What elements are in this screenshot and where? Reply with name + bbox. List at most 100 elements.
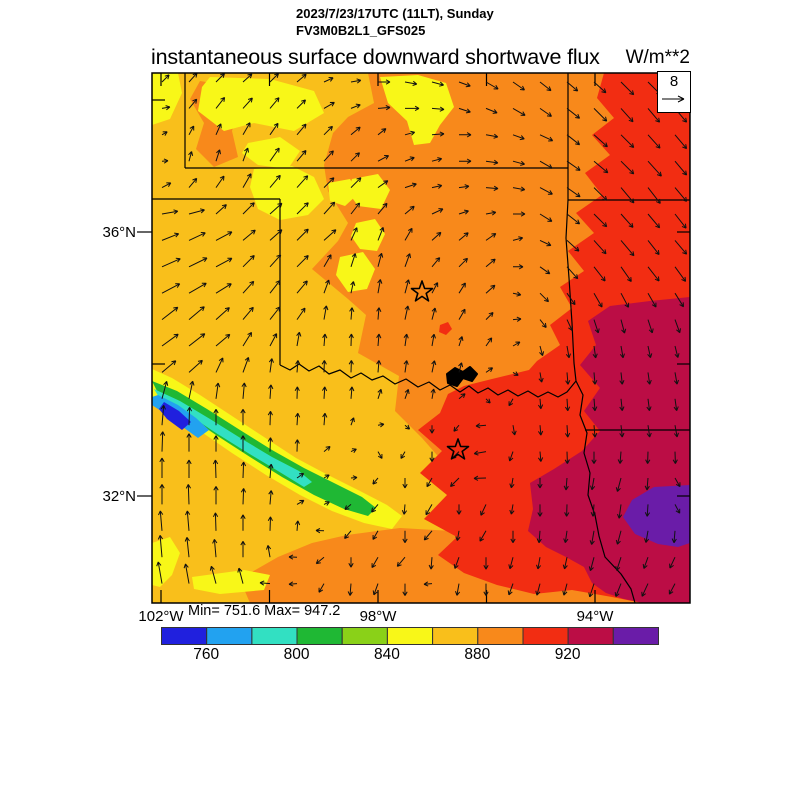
wind-arrow-icon <box>563 477 569 491</box>
wind-arrow-icon <box>483 583 489 596</box>
map-frame <box>151 72 691 604</box>
colorbar-segment <box>206 627 253 645</box>
wind-arrow-icon <box>458 393 466 400</box>
wind-arrow-icon <box>509 477 515 489</box>
wind-arrow-icon <box>509 504 515 515</box>
wind-arrow-icon <box>269 174 281 188</box>
wind-arrow-icon <box>674 504 681 514</box>
wind-arrow-icon <box>350 448 357 453</box>
wind-arrow-icon <box>323 77 334 83</box>
wind-arrow-icon <box>458 336 464 347</box>
wind-arrow-icon <box>479 530 487 542</box>
wind-arrow-icon <box>512 341 521 347</box>
wind-arrow-icon <box>620 319 627 334</box>
wind-arrow-icon <box>267 516 273 531</box>
wind-arrow-icon <box>619 372 625 385</box>
region-yellow-center-1 <box>348 174 390 209</box>
wind-arrow-icon <box>473 450 487 456</box>
wind-arrow-icon <box>404 389 410 399</box>
wind-arrow-icon <box>674 477 681 488</box>
wind-arrow-icon <box>539 239 552 247</box>
wind-arrow-icon <box>617 451 623 464</box>
wind-arrow-icon <box>537 504 543 517</box>
wind-arrow-icon <box>480 504 487 516</box>
wind-arrow-icon <box>458 282 466 294</box>
wind-arrow-icon <box>512 134 525 141</box>
wind-arrow-icon <box>674 240 688 255</box>
wind-arrow-icon <box>620 81 635 96</box>
wind-arrow-icon <box>429 451 435 462</box>
wind-arrow-icon <box>642 557 649 569</box>
wind-arrow-icon <box>537 451 544 462</box>
wind-arrow-icon <box>161 257 181 268</box>
wind-arrow-icon <box>161 306 179 320</box>
wind-vector-field <box>156 72 688 598</box>
wind-arrow-icon <box>455 530 461 541</box>
colorbar-tick-label: 800 <box>283 646 310 663</box>
wind-arrow-icon <box>620 187 635 204</box>
wind-arrow-icon <box>563 530 569 543</box>
wind-arrow-icon <box>405 105 420 112</box>
wind-arrow-icon <box>404 205 415 215</box>
wind-arrow-icon <box>296 255 309 268</box>
colorbar-segment <box>432 627 479 645</box>
wind-arrow-icon <box>537 478 543 489</box>
wind-arrow-icon <box>459 132 472 138</box>
wind-arrow-icon <box>371 504 379 513</box>
wind-arrow-icon <box>430 388 436 399</box>
wind-arrow-icon <box>404 130 416 136</box>
wind-arrow-icon <box>266 545 272 558</box>
wind-arrow-icon <box>156 561 163 584</box>
wind-arrow-icon <box>269 97 280 109</box>
colorbar-segment <box>477 627 524 645</box>
wind-arrow-icon <box>315 556 325 565</box>
wind-arrow-icon <box>674 160 688 176</box>
wind-arrow-icon <box>485 284 496 294</box>
wind-arrow-icon <box>564 398 571 412</box>
wind-arrow-icon <box>242 122 251 136</box>
wind-arrow-icon <box>485 159 499 165</box>
wind-arrow-icon <box>215 357 224 373</box>
wind-arrow-icon <box>159 484 165 505</box>
wind-arrow-icon <box>615 477 622 492</box>
wind-arrow-icon <box>565 372 571 385</box>
wind-arrow-icon <box>402 530 408 544</box>
wind-arrow-icon <box>242 280 255 294</box>
region-streak-cyan <box>154 389 312 487</box>
colorbar-tick-label: 760 <box>193 646 220 663</box>
colorbar-svg <box>161 627 659 645</box>
wind-arrow-icon <box>185 510 191 531</box>
wind-arrow-icon <box>188 98 198 109</box>
wind-arrow-icon <box>404 253 411 267</box>
wind-arrow-icon <box>425 504 433 516</box>
wind-arrow-icon <box>184 537 190 558</box>
red-river-border <box>279 363 577 398</box>
wind-arrow-icon <box>296 99 306 109</box>
wind-arrow-icon <box>537 425 544 436</box>
wind-arrow-icon <box>296 499 305 505</box>
wind-arrow-icon <box>296 228 309 241</box>
wind-arrow-icon <box>431 307 437 320</box>
wind-arrow-icon <box>538 372 544 383</box>
wind-arrow-icon <box>215 333 231 347</box>
wind-arrow-icon <box>674 266 687 282</box>
wind-arrow-icon <box>674 345 680 358</box>
wind-arrow-icon <box>322 412 328 426</box>
wind-arrow-icon <box>212 539 218 558</box>
wind-arrow-icon <box>348 557 354 568</box>
wind-arrow-icon <box>242 331 252 347</box>
wind-arrow-icon <box>240 461 247 479</box>
wind-arrow-icon <box>619 425 625 438</box>
wind-arrow-icon <box>566 108 581 119</box>
wind-arrow-icon <box>213 486 219 505</box>
wind-arrow-icon <box>592 345 598 359</box>
wind-arrow-icon <box>483 557 489 570</box>
wind-arrow-icon <box>539 81 552 92</box>
wind-arrow-icon <box>344 530 352 539</box>
wind-arrow-icon <box>269 147 280 162</box>
wind-arrow-icon <box>188 257 208 268</box>
wind-arrow-icon <box>512 316 522 322</box>
wind-arrow-icon <box>512 236 524 242</box>
wind-arrow-icon <box>458 81 471 88</box>
wind-arrow-icon <box>475 423 487 429</box>
